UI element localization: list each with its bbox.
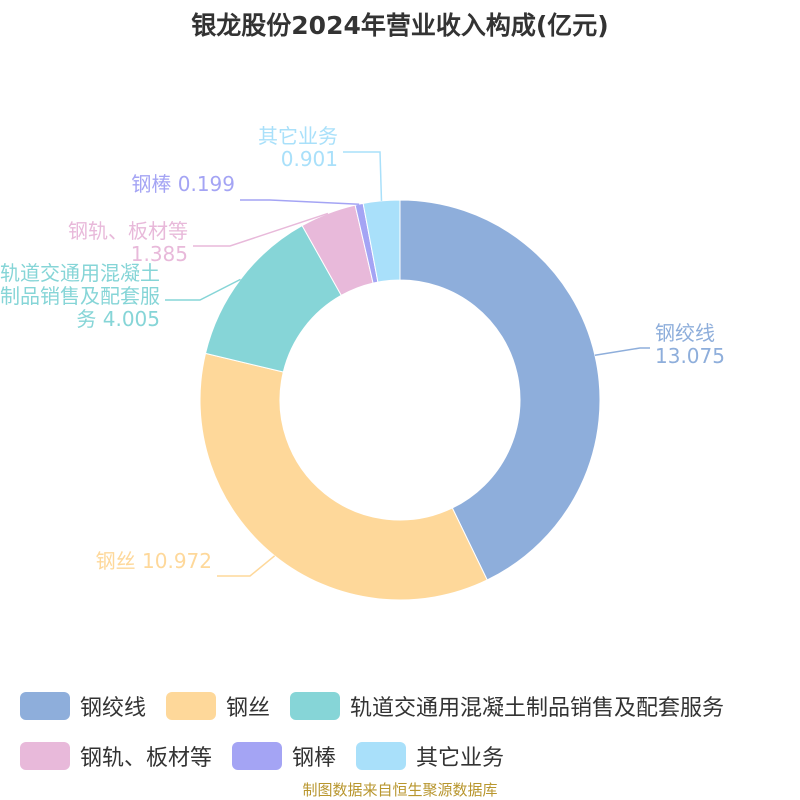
label-name: 轨道交通用混凝土制品销售及配套服务: [0, 261, 160, 331]
label-value: 10.972: [142, 549, 212, 573]
leader-line: [165, 278, 241, 301]
legend-label: 钢棒: [292, 746, 337, 771]
legend-swatch: [20, 742, 70, 770]
data-label: 钢棒 0.199: [125, 173, 235, 196]
label-value: 4.005: [102, 307, 160, 331]
legend-swatch: [232, 742, 283, 770]
data-label: 轨道交通用混凝土制品销售及配套服务 4.005: [0, 262, 160, 331]
label-name: 钢棒: [131, 172, 172, 196]
legend-label: 轨道交通用混凝土制品销售及配套服务: [350, 696, 725, 721]
legend-item: 其它业务: [356, 740, 504, 772]
legend-label: 其它业务: [416, 746, 505, 771]
leader-line: [193, 212, 329, 247]
source: 制图数据来自恒生聚源数据库: [302, 781, 498, 799]
label-value: 1.385: [130, 242, 188, 266]
leader-line: [343, 151, 383, 201]
leader-line: [240, 199, 360, 205]
legend-label: 钢绞线: [80, 696, 147, 721]
label-name: 其它业务: [258, 124, 338, 148]
legend-swatch: [20, 692, 70, 720]
legend-item: 钢轨、板材等: [20, 740, 212, 772]
legend: 钢绞线 钢丝 轨道交通用混凝土制品销售及配套服务钢轨、板材等 钢棒 其它业务: [20, 690, 790, 772]
donut-slice: [362, 199, 401, 283]
legend-swatch: [166, 692, 217, 720]
data-label: 钢绞线 13.075: [655, 322, 775, 368]
data-label: 钢轨、板材等 1.385: [28, 220, 188, 266]
legend-label: 钢轨、板材等: [80, 746, 213, 771]
label-value: 0.199: [177, 172, 235, 196]
legend-item: 轨道交通用混凝土制品销售及配套服务: [290, 690, 724, 722]
legend-label: 钢丝: [226, 696, 271, 721]
legend-item: 钢棒: [232, 740, 336, 772]
label-value: 13.075: [655, 344, 725, 368]
label-name: 钢轨、板材等: [68, 219, 188, 243]
data-label: 其它业务 0.901: [208, 125, 338, 171]
leader-line: [217, 555, 276, 577]
chart-title: 银龙股份2024年营业收入构成(亿元): [191, 11, 609, 40]
data-label: 钢丝 10.972: [92, 550, 212, 573]
donut-slice: [199, 352, 488, 601]
legend-item: 钢丝: [166, 690, 270, 722]
label-name: 钢丝: [95, 549, 136, 573]
label-value: 0.901: [280, 147, 338, 171]
leader-line: [594, 347, 650, 356]
legend-swatch: [356, 742, 407, 770]
donut-slice: [399, 199, 601, 581]
label-name: 钢绞线: [655, 321, 715, 345]
legend-swatch: [290, 692, 341, 720]
legend-item: 钢绞线: [20, 690, 146, 722]
